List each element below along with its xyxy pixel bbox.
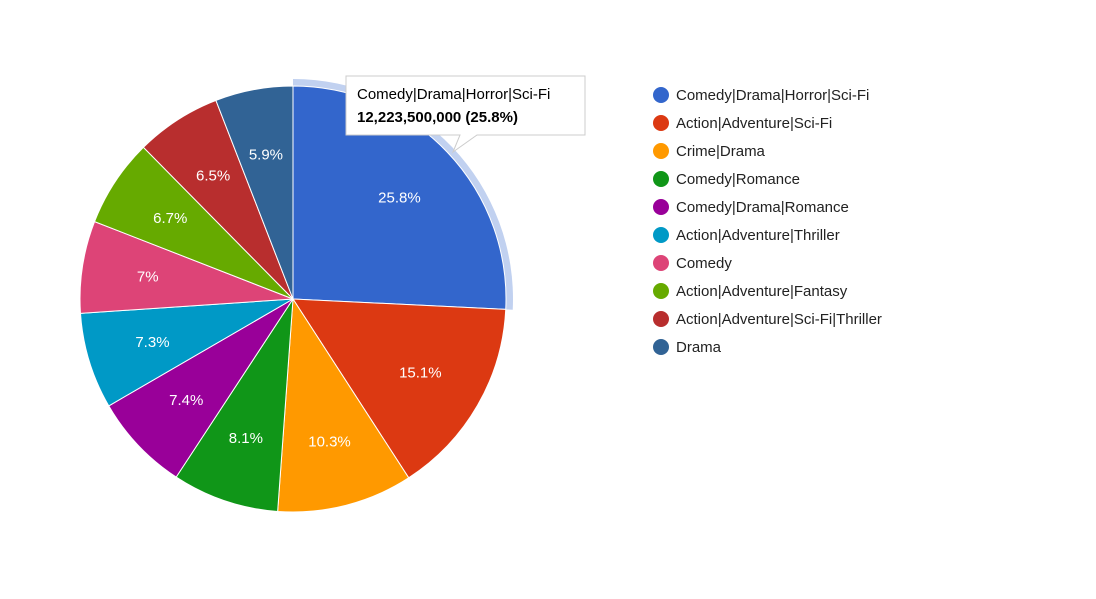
legend-label: Crime|Drama [676,143,766,160]
legend-label: Comedy [676,255,732,272]
legend-swatch [653,87,669,103]
legend-item-comedy-romance[interactable]: Comedy|Romance [653,171,800,188]
legend-label: Action|Adventure|Sci-Fi [676,115,832,132]
slice-percent-label: 6.7% [153,210,187,227]
pie-slice-labels: 25.8% 15.1% 10.3% 8.1% 7.4% 7.3% 7% 6.7% 6.5% 5.9… [135,147,441,451]
legend-item-comedy[interactable]: Comedy [653,255,732,272]
pie-slice-drama[interactable] [215,85,294,300]
legend-swatch [653,115,669,131]
tooltip-title: Comedy|Drama|Horror|Sci-Fi [357,86,550,103]
slice-percent-label: 8.1% [229,430,263,447]
slice-percent-label: 5.9% [249,147,283,164]
pie-slice-comedy-drama-horror-sci-fi[interactable] [292,85,507,310]
pie-slice-crime-drama[interactable] [277,297,410,513]
legend-item-drama[interactable]: Drama [653,339,722,356]
pie-slice-comedy-drama-romance[interactable] [108,298,294,478]
legend-swatch [653,171,669,187]
slice-percent-label: 7% [137,269,159,286]
legend-swatch [653,227,669,243]
slice-percent-label: 10.3% [308,433,351,450]
legend-item-action-adventure-fantasy[interactable]: Action|Adventure|Fantasy [653,283,848,300]
legend-label: Action|Adventure|Fantasy [676,283,848,300]
chart-legend: Comedy|Drama|Horror|Sci-Fi Action|Adventu… [653,87,882,356]
legend-item-comedy-drama-romance[interactable]: Comedy|Drama|Romance [653,199,849,216]
slice-percent-label: 7.4% [169,392,203,409]
legend-label: Drama [676,339,722,356]
tooltip-value: 12,223,500,000 (25.8%) [357,109,518,126]
legend-swatch [653,255,669,271]
legend-label: Comedy|Drama|Romance [676,199,849,216]
legend-item-comedy-drama-horror-sci-fi[interactable]: Comedy|Drama|Horror|Sci-Fi [653,87,869,104]
legend-swatch [653,339,669,355]
legend-label: Action|Adventure|Sci-Fi|Thriller [676,311,882,328]
pie-slices [79,85,507,513]
tooltip-box [345,75,586,154]
slice-percent-label: 15.1% [399,364,442,381]
slice-percent-label: 25.8% [378,190,421,207]
chart-tooltip: Comedy|Drama|Horror|Sci-Fi 12,223,500,00… [345,75,586,154]
legend-swatch [653,283,669,299]
legend-item-action-adventure-thriller[interactable]: Action|Adventure|Thriller [653,227,840,244]
legend-label: Comedy|Drama|Horror|Sci-Fi [676,87,869,104]
legend-swatch [653,311,669,327]
pie-slice-action-adventure-thriller[interactable] [79,298,294,407]
legend-label: Action|Adventure|Thriller [676,227,840,244]
legend-item-action-adventure-sci-fi[interactable]: Action|Adventure|Sci-Fi [653,115,832,132]
legend-item-crime-drama[interactable]: Crime|Drama [653,143,766,160]
slice-percent-label: 6.5% [196,168,230,185]
slice-percent-label: 7.3% [135,334,169,351]
pie-slice-comedy-romance[interactable] [175,297,294,512]
pie-slice-action-adventure-sci-fi[interactable] [292,298,507,479]
legend-item-action-adventure-sci-fi-thriller[interactable]: Action|Adventure|Sci-Fi|Thriller [653,311,882,328]
legend-label: Comedy|Romance [676,171,800,188]
legend-swatch [653,199,669,215]
legend-swatch [653,143,669,159]
